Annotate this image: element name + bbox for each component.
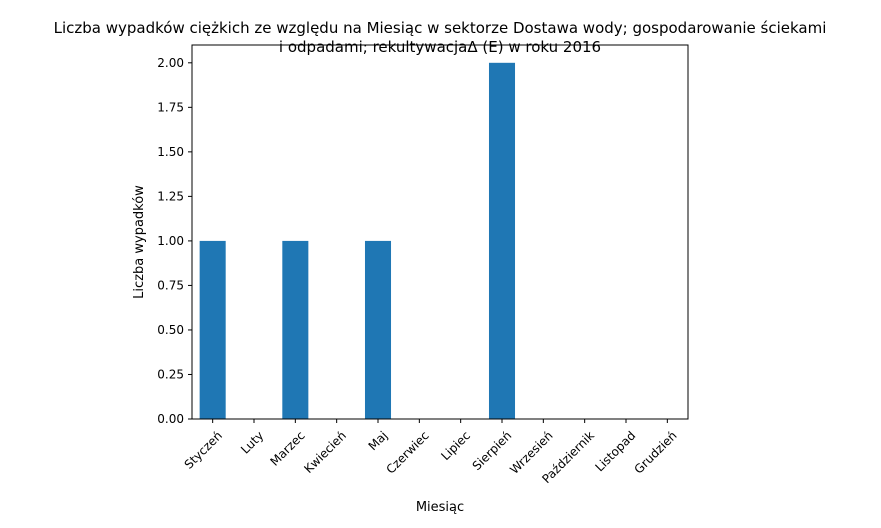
chart-title-line-1: Liczba wypadków ciężkich ze względu na M…: [54, 19, 827, 37]
x-tick-label: Luty: [238, 428, 266, 456]
y-tick-label: 1.50: [157, 145, 184, 159]
bar-Marzec: [282, 240, 309, 419]
bar-Maj: [364, 240, 392, 419]
y-tick-label: 0.25: [157, 367, 184, 381]
y-tick-label: 0.75: [157, 278, 184, 292]
x-tick-label: Maj: [366, 428, 391, 453]
y-tick-label: 1.75: [157, 100, 184, 114]
y-tick-label: 1.25: [157, 189, 184, 203]
bar-Sierpień: [488, 62, 516, 420]
y-axis-ticks: 0.00 0.25 0.50 0.75 1.00 1.25 1.50 1.75 2.00: [157, 56, 192, 426]
y-tick-label: 2.00: [157, 56, 184, 70]
x-tick-label: Kwiecień: [301, 428, 349, 476]
y-axis-label: Liczba wypadków: [132, 185, 147, 299]
x-axis-label: Miesiąc: [416, 500, 464, 515]
x-tick-label: Czerwiec: [384, 428, 432, 476]
plot-frame: [191, 44, 689, 420]
chart-title-line-2: i odpadami; rekultywacjaΔ (E) w roku 201…: [279, 38, 601, 56]
y-tick-label: 0.00: [157, 412, 184, 426]
y-tick-label: 1.00: [157, 234, 184, 248]
y-tick-label: 0.50: [157, 323, 184, 337]
x-tick-label: Lipiec: [438, 428, 473, 463]
bar-Styczeń: [199, 240, 226, 419]
x-tick-label: Styczeń: [182, 428, 225, 471]
x-tick-label: Marzec: [267, 428, 307, 468]
x-tick-label: Grudzień: [632, 428, 680, 476]
bars-group: [199, 62, 516, 420]
